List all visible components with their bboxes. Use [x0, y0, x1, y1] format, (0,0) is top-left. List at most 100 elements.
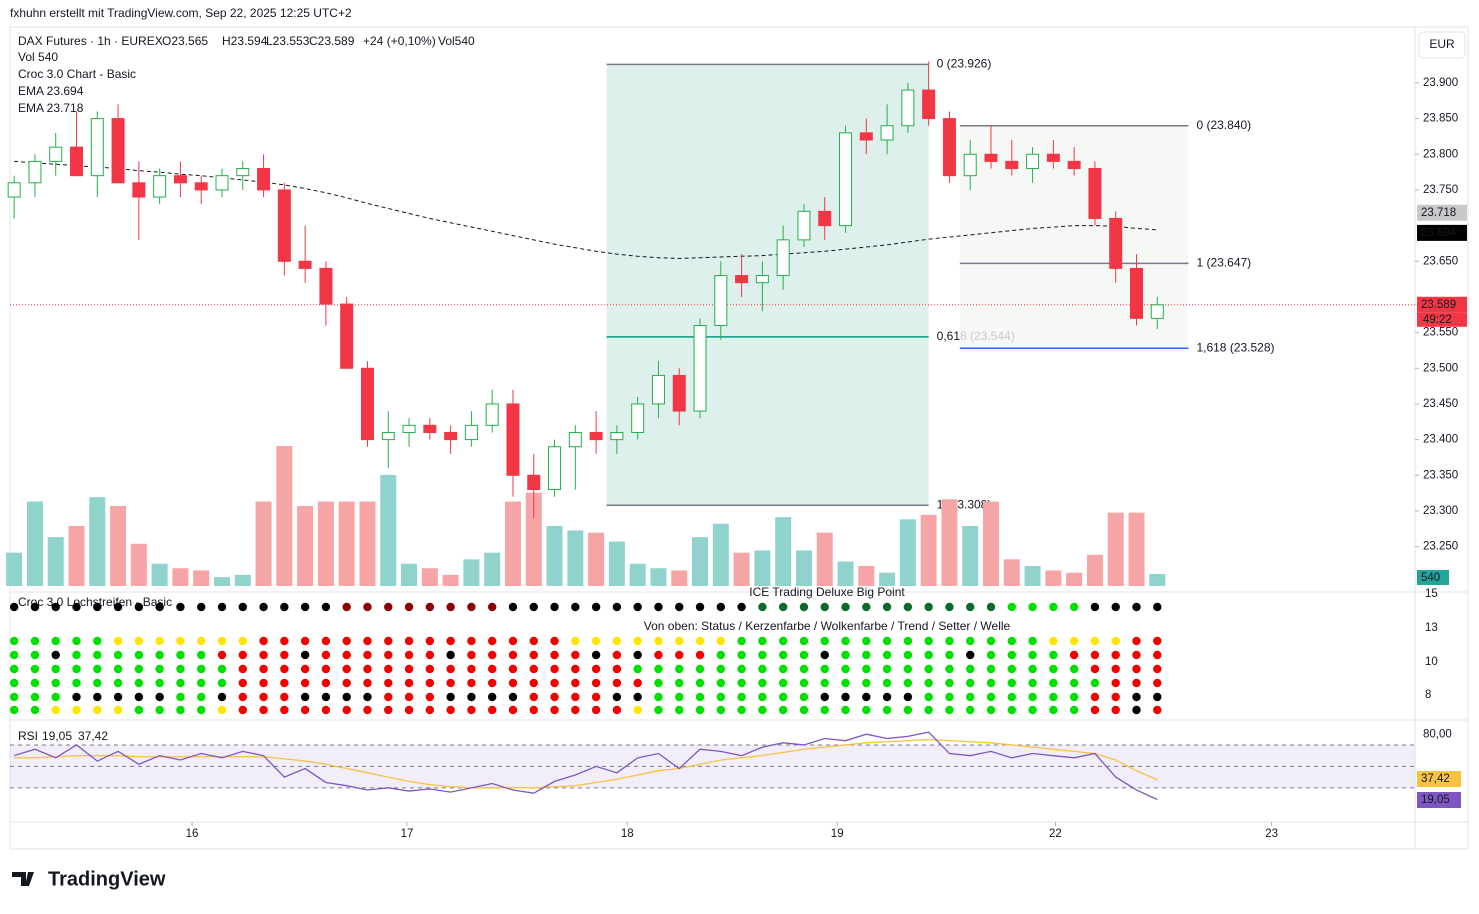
- signal-dot: [9, 705, 19, 715]
- volume-bar: [588, 532, 605, 586]
- candle-body: [215, 175, 229, 191]
- signal-dot: [841, 636, 850, 646]
- signal-dot: [508, 664, 518, 674]
- signal-dot: [384, 692, 393, 702]
- signal-dot: [30, 602, 40, 612]
- signal-dot: [675, 636, 684, 646]
- signal-dot: [1049, 692, 1058, 702]
- signal-dot: [862, 705, 871, 715]
- signal-dot: [280, 664, 289, 674]
- rsi-ma-value: 37,42: [78, 729, 108, 743]
- signal-dot: [113, 692, 123, 702]
- signal-dot: [1132, 602, 1141, 612]
- candle-body: [922, 89, 936, 120]
- fib-label: 1,618 (23.528): [1196, 340, 1274, 354]
- rsi-values: [13, 731, 1158, 801]
- price-tag: [1417, 204, 1467, 221]
- signal-dot: [321, 692, 331, 702]
- y-tick-label: 23.850: [1423, 113, 1458, 125]
- signal-dot: [259, 602, 268, 612]
- signal-dot: [571, 705, 580, 715]
- candle-body: [340, 303, 354, 369]
- candle-body: [7, 182, 21, 198]
- signal-dot: [945, 664, 954, 674]
- signal-dot: [197, 602, 206, 612]
- signal-dot: [1153, 602, 1162, 612]
- signal-dot: [654, 705, 663, 715]
- signal-dot: [799, 636, 809, 646]
- signal-dot: [799, 650, 809, 660]
- pane-title: ICE Trading Deluxe Big Point: [749, 585, 905, 599]
- signal-dot: [778, 705, 788, 715]
- signal-dot: [363, 678, 372, 688]
- signal-dot: [238, 636, 247, 646]
- signal-dot: [134, 705, 144, 715]
- signal-dot: [862, 636, 871, 646]
- currency-button[interactable]: [1418, 31, 1466, 59]
- volume-tag: [1417, 570, 1449, 585]
- signal-dot: [487, 678, 497, 688]
- signal-dot: [820, 636, 829, 646]
- signal-dot: [529, 692, 538, 702]
- candle-body: [859, 132, 873, 141]
- candle-body: [360, 367, 374, 441]
- signal-dot: [903, 705, 913, 715]
- candle-body: [589, 431, 603, 441]
- signal-dot: [1111, 602, 1120, 612]
- signal-dot: [1049, 664, 1058, 674]
- signal-dot: [820, 664, 829, 674]
- candle-body: [901, 89, 915, 127]
- candle-body: [880, 125, 894, 141]
- volume-bar: [962, 526, 979, 586]
- candle-body: [1088, 168, 1102, 219]
- signal-dot: [675, 650, 684, 660]
- signal-dot: [612, 650, 622, 660]
- signal-dot: [72, 678, 81, 688]
- signal-dot: [737, 602, 746, 612]
- signal-dot: [1111, 678, 1120, 688]
- signal-dot: [945, 602, 954, 612]
- signal-dot: [508, 602, 518, 612]
- candle-body: [1109, 217, 1123, 269]
- signal-dot: [571, 692, 580, 702]
- candle-body: [277, 189, 291, 262]
- signal-dot: [508, 636, 518, 646]
- signal-dot: [862, 692, 871, 702]
- signal-dot: [1028, 650, 1037, 660]
- signal-dot: [1028, 705, 1037, 715]
- signal-dot: [197, 678, 206, 688]
- signal-dot: [259, 705, 268, 715]
- y-tick-label: 23.650: [1423, 255, 1458, 267]
- signal-dot: [404, 602, 414, 612]
- signal-dot: [799, 678, 809, 688]
- currency[interactable]: EUR: [1429, 37, 1455, 51]
- ema-line: [14, 160, 1158, 259]
- signal-dot: [1090, 678, 1100, 688]
- signal-dot: [882, 705, 892, 715]
- signal-dot: [342, 705, 351, 715]
- candle-body: [568, 431, 582, 448]
- signal-dot: [633, 692, 642, 702]
- signal-dot: [1007, 602, 1016, 612]
- volume-bar: [983, 501, 1000, 586]
- signal-dot: [487, 602, 497, 612]
- volume-bar: [525, 492, 542, 586]
- signal-dot: [238, 664, 247, 674]
- signal-dot: [550, 650, 559, 660]
- signal-dot: [654, 692, 663, 702]
- signal-dot: [612, 636, 622, 646]
- y-tick-label: 23.750: [1423, 184, 1458, 196]
- quote-item: L23.553: [266, 34, 310, 48]
- signal-dot: [155, 636, 164, 646]
- chart-frame: [9, 26, 1469, 850]
- signal-dot: [675, 692, 684, 702]
- rsi-value: 19,05: [42, 729, 72, 743]
- signal-dot: [1132, 636, 1141, 646]
- signal-dot: [155, 705, 164, 715]
- candle-body: [963, 153, 977, 177]
- signal-dot: [571, 664, 580, 674]
- signal-dot: [924, 636, 933, 646]
- signal-dot: [467, 678, 476, 688]
- signal-dot: [1069, 602, 1079, 612]
- volume-bar: [172, 568, 189, 586]
